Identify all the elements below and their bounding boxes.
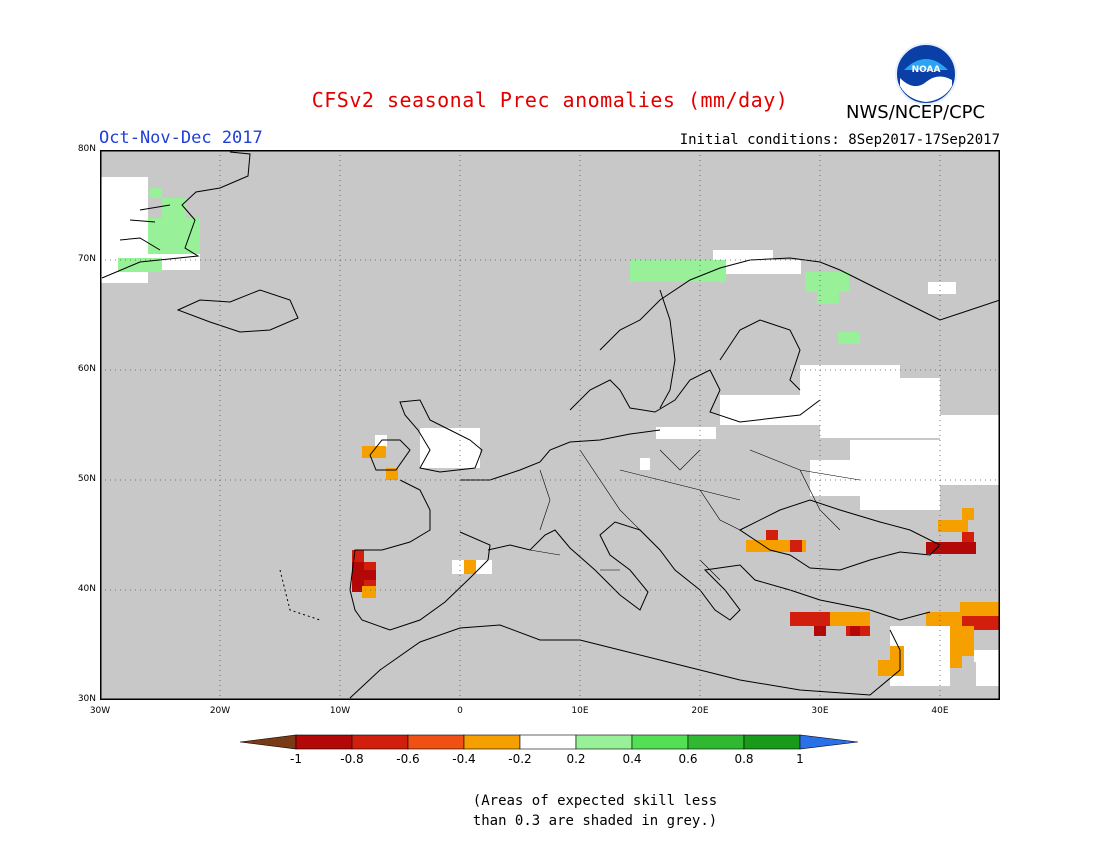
colorbar-tick-label: 0.2 xyxy=(566,752,586,766)
colorbar-segment xyxy=(631,734,689,750)
colorbar-arrow-min xyxy=(239,734,297,750)
black-sea-cells xyxy=(746,508,976,554)
colorbar-tick-label: -0.4 xyxy=(452,752,476,766)
lon-label-20w: 20W xyxy=(209,706,231,716)
map-frame xyxy=(100,150,1000,700)
iberia-cells xyxy=(352,550,492,598)
colorbar-arrow-max xyxy=(799,734,859,750)
coastlines xyxy=(101,151,1000,699)
colorbar-tick-label: 0.4 xyxy=(622,752,642,766)
lat-label-30n: 30N xyxy=(77,694,96,704)
colorbar-tick-label: -0.2 xyxy=(508,752,532,766)
map-title: CFSv2 seasonal Prec anomalies (mm/day) xyxy=(311,88,789,112)
colorbar-segment xyxy=(351,734,409,750)
noaa-logo-icon: NOAA xyxy=(895,43,957,105)
colorbar-tick-label: -1 xyxy=(290,752,302,766)
colorbar xyxy=(239,734,859,750)
precipitation-anomaly-map xyxy=(100,150,1000,700)
lon-label-20e: 20E xyxy=(691,706,709,716)
colorbar-segment xyxy=(519,734,577,750)
lon-label-30w: 30W xyxy=(89,706,111,716)
skill-note-line2: than 0.3 are shaded in grey.) xyxy=(472,813,718,829)
colorbar-segment xyxy=(743,734,801,750)
eastern-europe-white xyxy=(640,365,1000,510)
iberia-coast xyxy=(349,479,491,631)
colorbar-tick-label: 1 xyxy=(796,752,804,766)
forecast-period: Oct-Nov-Dec 2017 xyxy=(99,128,263,148)
colorbar-tick-label: 0.8 xyxy=(734,752,754,766)
lat-lon-grid xyxy=(100,150,1000,700)
lat-label-60n: 60N xyxy=(77,364,96,374)
lon-label-10e: 10E xyxy=(571,706,589,716)
lon-label-40e: 40E xyxy=(931,706,949,716)
colorbar-tick-label: 0.6 xyxy=(678,752,698,766)
agency-label: NWS/NCEP/CPC xyxy=(846,102,986,123)
colorbar-segment xyxy=(687,734,745,750)
britain-outline xyxy=(399,399,483,473)
initial-conditions: Initial conditions: 8Sep2017-17Sep2017 xyxy=(679,132,1000,148)
lat-label-40n: 40N xyxy=(77,584,96,594)
colorbar-segment xyxy=(575,734,633,750)
scandinavia-north-coast xyxy=(599,257,1000,351)
colorbar-segment xyxy=(463,734,521,750)
lat-label-70n: 70N xyxy=(77,254,96,264)
skill-note: (Areas of expected skill less than 0.3 a… xyxy=(0,791,1100,831)
lon-label-10w: 10W xyxy=(329,706,351,716)
colorbar-tick-label: -0.6 xyxy=(396,752,420,766)
africa-coast xyxy=(349,624,901,699)
iceland-outline xyxy=(176,289,299,333)
colorbar-segment xyxy=(407,734,465,750)
colorbar-segment xyxy=(295,734,353,750)
colorbar-tick-label: -0.8 xyxy=(340,752,364,766)
lon-label-30e: 30E xyxy=(811,706,829,716)
black-sea-outline xyxy=(739,499,941,571)
mediterranean-north-coast xyxy=(487,521,931,621)
lat-label-80n: 80N xyxy=(77,144,96,154)
logo-lettering: NOAA xyxy=(912,65,941,75)
lat-label-50n: 50N xyxy=(77,474,96,484)
ireland-outline xyxy=(369,439,411,471)
lon-label-0: 0 xyxy=(457,706,463,716)
skill-note-line1: (Areas of expected skill less xyxy=(472,793,718,809)
baltic-coast xyxy=(569,369,821,423)
british-isles-cells xyxy=(362,428,480,480)
scandinavia-cells xyxy=(630,250,956,344)
